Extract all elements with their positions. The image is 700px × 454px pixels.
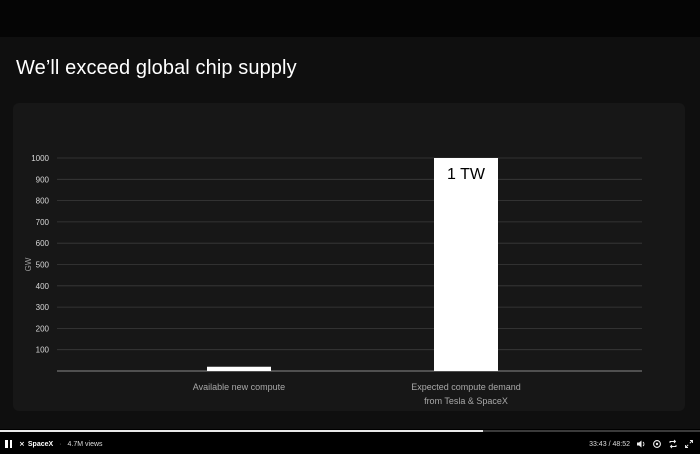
player-controls: ⨯ SpaceX · 4.7M views 33:43 / 48:52 bbox=[0, 429, 700, 454]
y-tick-label: 400 bbox=[36, 282, 50, 291]
y-tick-label: 200 bbox=[36, 324, 50, 333]
y-tick-label: 500 bbox=[36, 261, 50, 270]
bar-chart: 100 200 300 400 500 600 700 800 900 1000 GW Availab… bbox=[24, 154, 642, 406]
progress-bar[interactable] bbox=[0, 430, 700, 432]
time-display: 33:43 / 48:52 bbox=[589, 441, 630, 448]
data-label: 1 TW bbox=[447, 166, 486, 183]
y-axis-label: GW bbox=[24, 257, 33, 271]
fullscreen-icon[interactable] bbox=[684, 439, 694, 449]
bar-1 bbox=[207, 366, 271, 371]
chart-panel: 100 200 300 400 500 600 700 800 900 1000 GW Availab… bbox=[13, 103, 685, 411]
y-tick-label: 900 bbox=[36, 175, 50, 184]
x-tick-label: Expected compute demand bbox=[411, 382, 521, 392]
current-time: 33:43 bbox=[589, 440, 607, 448]
channel-link[interactable]: ⨯ SpaceX bbox=[19, 440, 54, 449]
progress-fill bbox=[0, 430, 483, 432]
channel-name: SpaceX bbox=[27, 440, 54, 448]
top-bar bbox=[0, 0, 700, 37]
x-tick-label: Available new compute bbox=[193, 382, 285, 392]
settings-icon[interactable] bbox=[652, 439, 662, 449]
bar-2 bbox=[434, 158, 498, 371]
player-info: ⨯ SpaceX · 4.7M views bbox=[5, 438, 103, 450]
duration: 48:52 bbox=[612, 440, 630, 448]
y-tick-label: 700 bbox=[36, 218, 50, 227]
volume-icon[interactable] bbox=[636, 439, 646, 449]
player-actions: 33:43 / 48:52 bbox=[589, 437, 694, 451]
y-tick-label: 300 bbox=[36, 303, 50, 312]
y-tick-label: 100 bbox=[36, 346, 50, 355]
repeat-icon[interactable] bbox=[668, 439, 678, 449]
separator: · bbox=[59, 440, 62, 448]
y-tick-label: 1000 bbox=[31, 154, 49, 163]
pause-icon[interactable] bbox=[5, 440, 13, 448]
time-separator: / bbox=[608, 440, 611, 448]
spacex-logo-icon: ⨯ bbox=[19, 441, 25, 448]
y-tick-label: 600 bbox=[36, 239, 50, 248]
y-tick-label: 800 bbox=[36, 197, 50, 206]
x-tick-label: from Tesla & SpaceX bbox=[424, 396, 508, 406]
slide-title: We’ll exceed global chip supply bbox=[16, 57, 297, 79]
view-count: 4.7M views bbox=[67, 440, 103, 448]
video-frame: We’ll exceed global chip supply 100 200 30… bbox=[0, 37, 700, 429]
